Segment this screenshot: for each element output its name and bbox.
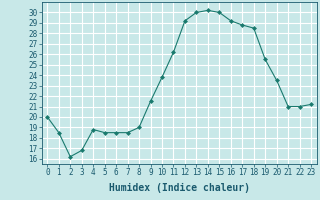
- X-axis label: Humidex (Indice chaleur): Humidex (Indice chaleur): [109, 183, 250, 193]
